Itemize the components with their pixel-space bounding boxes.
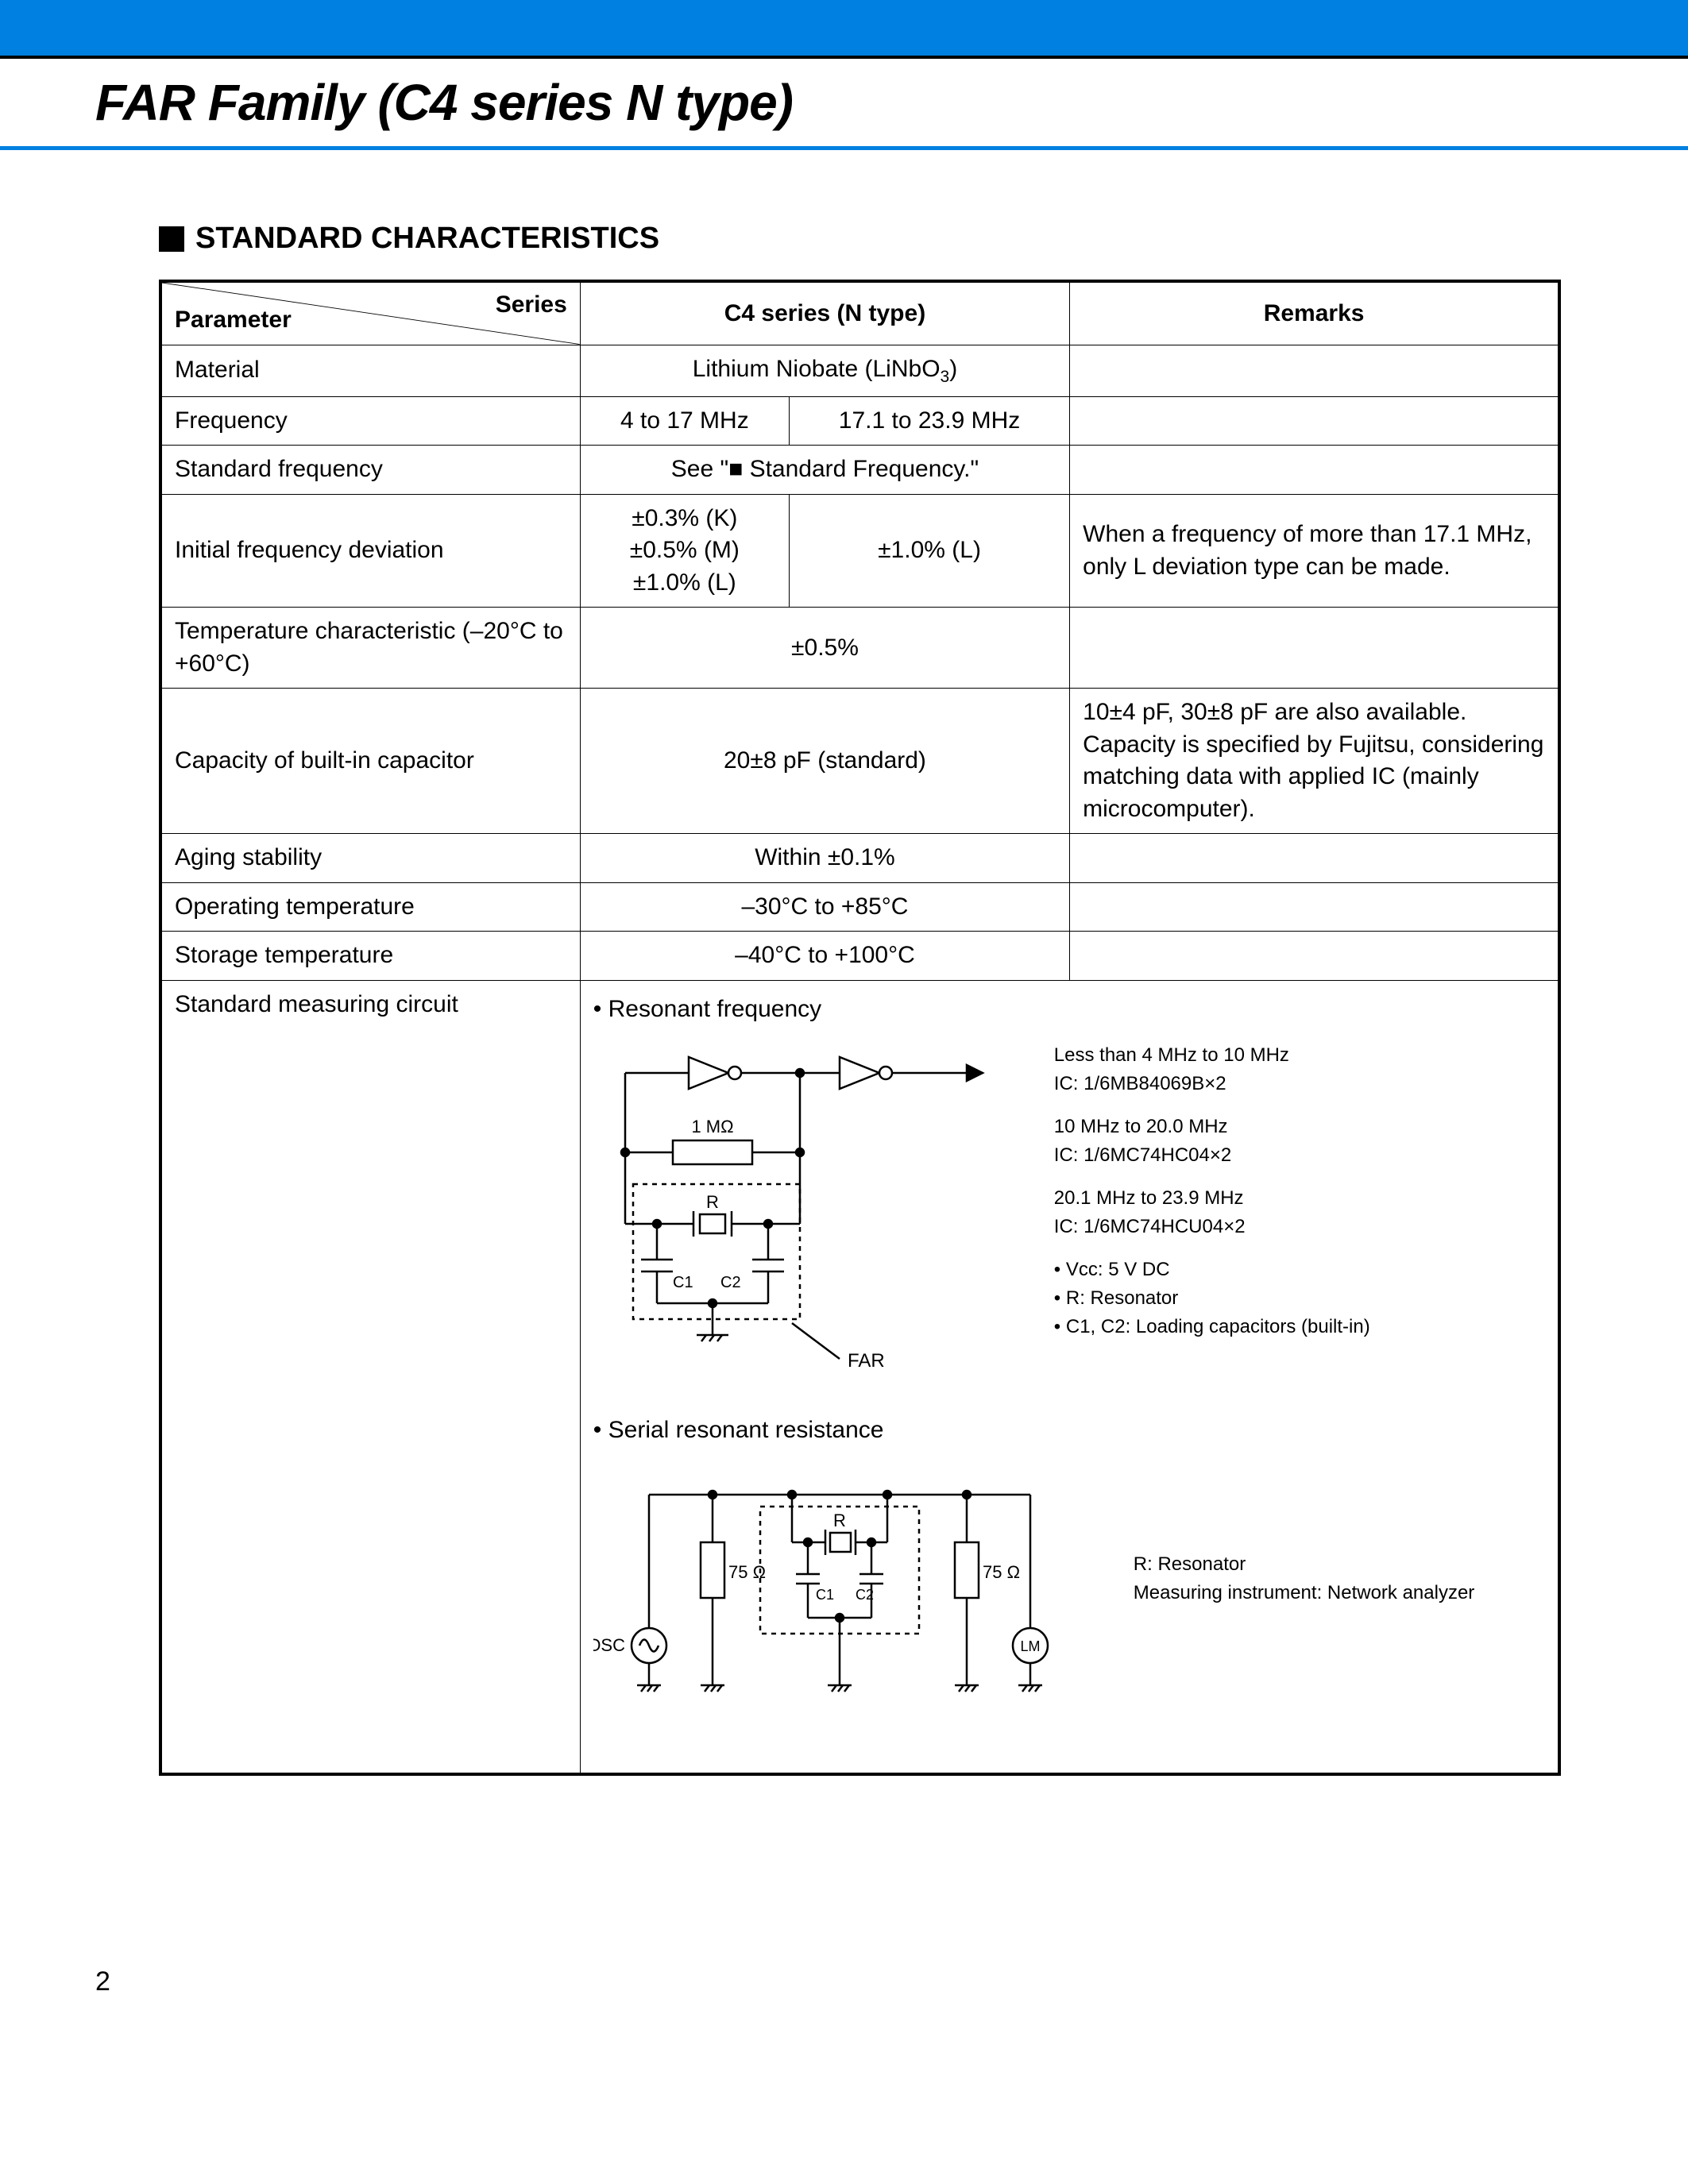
material-sub: 3	[941, 368, 950, 386]
header-series-label: Series	[496, 289, 567, 322]
header-c4-series: C4 series (N type)	[580, 281, 1069, 345]
table-row: Storage temperature –40°C to +100°C	[160, 932, 1559, 981]
note-g1b: IC: 1/6MB84069B×2	[1054, 1070, 1370, 1098]
material-after: )	[949, 356, 957, 382]
table-row: Temperature characteristic (–20°C to +60…	[160, 608, 1559, 689]
remarks-temp-char	[1070, 608, 1559, 689]
note-b3: • C1, C2: Loading capacitors (built-in)	[1054, 1313, 1370, 1341]
content-area: STANDARD CHARACTERISTICS Parameter Serie…	[0, 150, 1688, 1808]
remarks-aging	[1070, 834, 1559, 883]
remarks-frequency	[1070, 396, 1559, 446]
value-material: Lithium Niobate (LiNbO3)	[580, 345, 1069, 396]
square-bullet-icon	[159, 226, 184, 252]
param-std-freq: Standard frequency	[160, 446, 580, 495]
value-std-freq: See "■ Standard Frequency."	[580, 446, 1069, 495]
table-row: Initial frequency deviation ±0.3% (K) ±0…	[160, 494, 1559, 608]
table-header-row: Parameter Series C4 series (N type) Rema…	[160, 281, 1559, 345]
circuit-cell: • Resonant frequency	[580, 980, 1559, 1774]
serial-note-2: Measuring instrument: Network analyzer	[1134, 1579, 1475, 1607]
label-c1: C1	[673, 1274, 693, 1291]
section-heading: STANDARD CHARACTERISTICS	[159, 222, 1561, 256]
note-g2a: 10 MHz to 20.0 MHz	[1054, 1113, 1370, 1141]
param-aging: Aging stability	[160, 834, 580, 883]
serial-circuit-block: • Serial resonant resistance	[593, 1414, 1545, 1717]
title-band: FAR Family (C4 series N type)	[0, 56, 1688, 150]
label-1mohm: 1 MΩ	[691, 1117, 733, 1136]
remarks-init-dev: When a frequency of more than 17.1 MHz, …	[1070, 494, 1559, 608]
table-row: Aging stability Within ±0.1%	[160, 834, 1559, 883]
param-circuit: Standard measuring circuit	[160, 980, 580, 1774]
serial-label-z1: 75 Ω	[728, 1562, 766, 1582]
serial-title: • Serial resonant resistance	[593, 1414, 1545, 1447]
value-temp-char: ±0.5%	[580, 608, 1069, 689]
serial-label-z2: 75 Ω	[983, 1562, 1020, 1582]
remarks-op-temp	[1070, 882, 1559, 932]
table-row: Frequency 4 to 17 MHz 17.1 to 23.9 MHz	[160, 396, 1559, 446]
serial-row: R C1 C2 75 Ω 75 Ω OSC LM R: Resonator Me…	[593, 1463, 1545, 1717]
table-row: Material Lithium Niobate (LiNbO3)	[160, 345, 1559, 396]
note-g3a: 20.1 MHz to 23.9 MHz	[1054, 1184, 1370, 1213]
label-r: R	[706, 1192, 719, 1212]
value-op-temp: –30°C to +85°C	[580, 882, 1069, 932]
value-aging: Within ±0.1%	[580, 834, 1069, 883]
serial-label-c2: C2	[856, 1587, 874, 1603]
value-frequency-1: 4 to 17 MHz	[580, 396, 789, 446]
note-g1a: Less than 4 MHz to 10 MHz	[1054, 1041, 1370, 1070]
header-parameter-label: Parameter	[175, 304, 292, 337]
table-row: Operating temperature –30°C to +85°C	[160, 882, 1559, 932]
param-temp-char: Temperature characteristic (–20°C to +60…	[160, 608, 580, 689]
value-frequency-2: 17.1 to 23.9 MHz	[789, 396, 1069, 446]
table-row: Capacity of built-in capacitor 20±8 pF (…	[160, 689, 1559, 834]
serial-label-osc: OSC	[593, 1635, 625, 1655]
serial-label-c1: C1	[816, 1587, 834, 1603]
serial-circuit-diagram: R C1 C2 75 Ω 75 Ω OSC LM	[593, 1463, 1086, 1717]
resonant-circuit-block: • Resonant frequency	[593, 994, 1545, 1383]
resonant-notes: Less than 4 MHz to 10 MHz IC: 1/6MB84069…	[1054, 1041, 1370, 1341]
note-g2b: IC: 1/6MC74HC04×2	[1054, 1141, 1370, 1170]
remarks-std-freq	[1070, 446, 1559, 495]
param-st-temp: Storage temperature	[160, 932, 580, 981]
material-text: Lithium Niobate (LiNbO	[693, 356, 941, 382]
value-init-dev-1: ±0.3% (K) ±0.5% (M) ±1.0% (L)	[580, 494, 789, 608]
param-op-temp: Operating temperature	[160, 882, 580, 932]
remarks-st-temp	[1070, 932, 1559, 981]
note-b2: • R: Resonator	[1054, 1284, 1370, 1313]
serial-notes: R: Resonator Measuring instrument: Netwo…	[1134, 1463, 1475, 1607]
remarks-cap: 10±4 pF, 30±8 pF are also available. Cap…	[1070, 689, 1559, 834]
serial-note-1: R: Resonator	[1134, 1550, 1475, 1579]
page-number: 2	[0, 1808, 1688, 2061]
remarks-material	[1070, 345, 1559, 396]
param-init-dev: Initial frequency deviation	[160, 494, 580, 608]
resonant-row: 1 MΩ R C1 C2 FAR Less than 4 MHz to 10 M…	[593, 1041, 1545, 1383]
param-material: Material	[160, 345, 580, 396]
table-row: Standard frequency See "■ Standard Frequ…	[160, 446, 1559, 495]
param-cap: Capacity of built-in capacitor	[160, 689, 580, 834]
section-heading-text: STANDARD CHARACTERISTICS	[195, 222, 659, 256]
value-init-dev-2: ±1.0% (L)	[789, 494, 1069, 608]
label-far: FAR	[848, 1350, 885, 1372]
note-b1: • Vcc: 5 V DC	[1054, 1256, 1370, 1284]
characteristics-table: Parameter Series C4 series (N type) Rema…	[159, 280, 1561, 1776]
serial-label-r: R	[833, 1511, 846, 1530]
table-row: Standard measuring circuit • Resonant fr…	[160, 980, 1559, 1774]
top-blue-bar	[0, 0, 1688, 56]
value-st-temp: –40°C to +100°C	[580, 932, 1069, 981]
param-frequency: Frequency	[160, 396, 580, 446]
resonant-circuit-diagram: 1 MΩ R C1 C2 FAR	[593, 1041, 1006, 1383]
header-parameter-series: Parameter Series	[160, 281, 580, 345]
page-title: FAR Family (C4 series N type)	[95, 73, 1688, 132]
label-c2: C2	[720, 1274, 741, 1291]
header-remarks: Remarks	[1070, 281, 1559, 345]
resonant-title: • Resonant frequency	[593, 994, 1545, 1026]
value-cap: 20±8 pF (standard)	[580, 689, 1069, 834]
serial-label-lm: LM	[1020, 1638, 1040, 1654]
note-g3b: IC: 1/6MC74HCU04×2	[1054, 1213, 1370, 1241]
